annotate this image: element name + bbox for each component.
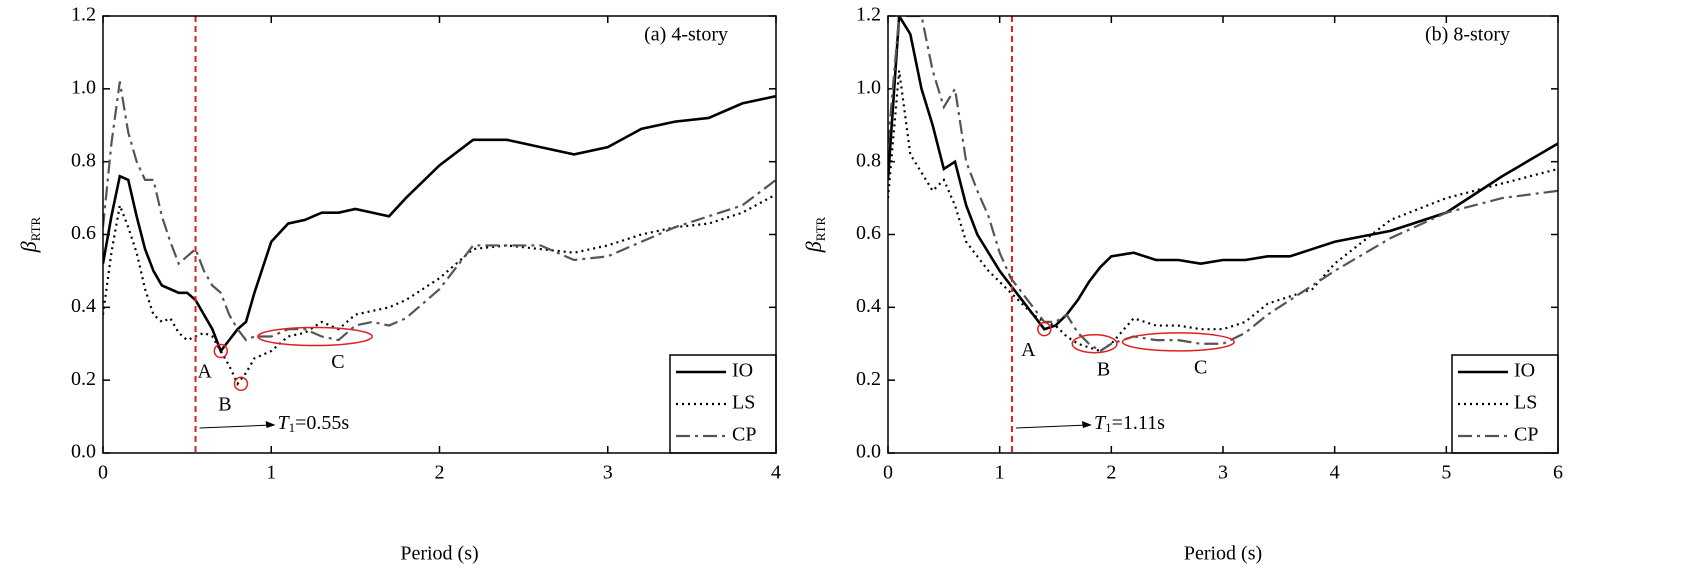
annotation-label: C	[331, 351, 344, 373]
legend-label: LS	[1514, 392, 1537, 414]
series-line	[888, 70, 1558, 353]
series-line	[103, 81, 776, 342]
highlight-ellipse	[1071, 334, 1118, 354]
period-label: T1=1.11s	[1094, 412, 1165, 435]
period-label: T1=0.55s	[278, 412, 350, 435]
series-line	[888, 16, 1558, 353]
plot-frame	[887, 15, 1559, 454]
plot-area	[888, 16, 1558, 353]
period-text: =0.55s	[295, 412, 349, 434]
annotation-label: A	[198, 361, 213, 383]
x-tick-label: 6	[1553, 462, 1563, 484]
x-tick-label: 3	[603, 462, 613, 484]
x-axis-label: Period (s)	[400, 543, 478, 565]
highlight-circle	[1037, 321, 1052, 337]
y-tick-label: 0.0	[71, 441, 96, 463]
highlight-ellipse	[1121, 332, 1235, 352]
y-label-symbol: β	[801, 241, 826, 253]
y-tick-label: 0.8	[71, 149, 96, 171]
legend-box	[1451, 354, 1559, 454]
annotation-label: B	[218, 393, 231, 415]
series-line	[888, 16, 1558, 331]
legend-label: IO	[732, 360, 753, 382]
period-arrow	[1015, 424, 1088, 429]
y-label-symbol: β	[16, 241, 41, 253]
arrow-head	[265, 421, 276, 428]
y-tick-label: 1.2	[71, 4, 96, 26]
x-tick-label: 3	[1218, 462, 1228, 484]
panel: 0 1 2 3 4 0.0 0.2 0.4 0.6 0.8 1.0 1.2 Period (s) βRTR…	[16, 4, 781, 565]
panel: 0 1 2 3 4 5 6 0.0 0.2 0.4 0.6 0.8 1.0 1.2 Period (s) βR…	[801, 4, 1563, 565]
period-arrow	[199, 424, 272, 429]
x-axis-label: Period (s)	[1184, 543, 1262, 565]
series-line	[103, 193, 776, 386]
highlight-circle	[233, 376, 249, 392]
period-subscript: 1	[1105, 420, 1112, 435]
period-subscript: 1	[289, 420, 296, 435]
plot-area	[103, 81, 776, 386]
series-line	[103, 94, 776, 354]
legend-box	[669, 354, 777, 454]
annotation-label: C	[1194, 357, 1207, 379]
y-tick-label: 1.0	[856, 76, 881, 98]
legend-label: IO	[1514, 360, 1535, 382]
highlight-circle	[213, 343, 229, 359]
y-tick-label: 0.2	[71, 368, 96, 390]
y-tick-label: 0.0	[856, 441, 881, 463]
y-label-subscript: RTR	[813, 216, 828, 241]
highlight-ellipse	[257, 326, 373, 347]
y-tick-label: 0.4	[856, 295, 881, 317]
y-tick-label: 0.4	[71, 295, 96, 317]
x-tick-label: 1	[266, 462, 276, 484]
arrow-head	[1081, 421, 1092, 428]
y-label-subscript: RTR	[28, 216, 43, 241]
period-text: =1.11s	[1112, 412, 1166, 434]
x-tick-label: 2	[1106, 462, 1116, 484]
x-tick-label: 0	[883, 462, 893, 484]
chart-title: (a) 4-story	[644, 24, 728, 46]
x-tick-label: 1	[995, 462, 1005, 484]
x-tick-label: 2	[435, 462, 445, 484]
annotation-label: B	[1097, 358, 1110, 380]
x-tick-label: 5	[1441, 462, 1451, 484]
annotation-label: A	[1021, 339, 1036, 361]
y-axis-label: βRTR	[16, 216, 43, 253]
y-tick-label: 0.6	[856, 222, 881, 244]
legend-label: CP	[732, 424, 756, 446]
plot-frame	[102, 15, 777, 454]
chart-title: (b) 8-story	[1425, 24, 1510, 46]
y-tick-label: 1.2	[856, 4, 881, 26]
y-axis-label: βRTR	[801, 216, 828, 253]
x-tick-label: 0	[98, 462, 108, 484]
y-tick-label: 1.0	[71, 76, 96, 98]
y-tick-label: 0.2	[856, 368, 881, 390]
legend-label: CP	[1514, 424, 1538, 446]
x-tick-label: 4	[771, 462, 781, 484]
x-tick-label: 4	[1330, 462, 1340, 484]
y-tick-label: 0.8	[856, 149, 881, 171]
y-tick-label: 0.6	[71, 222, 96, 244]
period-symbol: T	[1094, 412, 1107, 434]
period-symbol: T	[278, 412, 291, 434]
legend-label: LS	[732, 392, 755, 414]
